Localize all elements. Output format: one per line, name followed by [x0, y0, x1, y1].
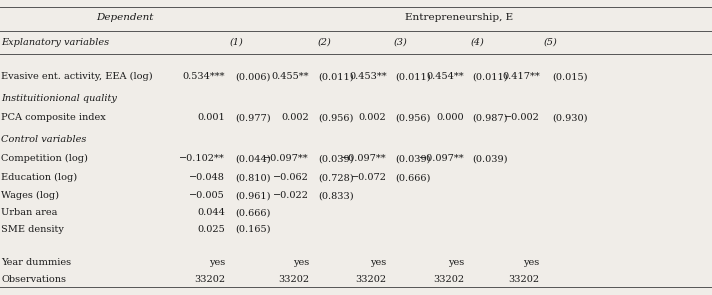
Text: Education (log): Education (log) [1, 173, 78, 182]
Text: −0.097**: −0.097** [419, 154, 464, 163]
Text: Observations: Observations [1, 275, 66, 284]
Text: 33202: 33202 [433, 275, 464, 284]
Text: (0.930): (0.930) [552, 114, 587, 122]
Text: (0.011): (0.011) [318, 72, 354, 81]
Text: (0.810): (0.810) [235, 173, 271, 182]
Text: (0.956): (0.956) [395, 114, 431, 122]
Text: SME density: SME density [1, 225, 64, 234]
Text: 0.453**: 0.453** [349, 72, 387, 81]
Text: 33202: 33202 [194, 275, 225, 284]
Text: Year dummies: Year dummies [1, 258, 71, 267]
Text: (5): (5) [543, 38, 557, 47]
Text: −0.097**: −0.097** [263, 154, 309, 163]
Text: yes: yes [523, 258, 540, 267]
Text: 0.002: 0.002 [281, 114, 309, 122]
Text: 0.417**: 0.417** [502, 72, 540, 81]
Text: 33202: 33202 [278, 275, 309, 284]
Text: (1): (1) [229, 38, 244, 47]
Text: (0.666): (0.666) [235, 209, 271, 217]
Text: 0.454**: 0.454** [426, 72, 464, 81]
Text: yes: yes [209, 258, 225, 267]
Text: 0.025: 0.025 [197, 225, 225, 234]
Text: Instituitionional quality: Instituitionional quality [1, 94, 117, 103]
Text: Control variables: Control variables [1, 135, 87, 144]
Text: (0.961): (0.961) [235, 191, 271, 200]
Text: Explanatory variables: Explanatory variables [1, 38, 110, 47]
Text: (0.977): (0.977) [235, 114, 271, 122]
Text: (0.728): (0.728) [318, 173, 354, 182]
Text: (0.044): (0.044) [235, 154, 271, 163]
Text: 0.000: 0.000 [436, 114, 464, 122]
Text: (0.039): (0.039) [472, 154, 508, 163]
Text: 0.044: 0.044 [197, 209, 225, 217]
Text: −0.022: −0.022 [273, 191, 309, 200]
Text: −0.097**: −0.097** [341, 154, 387, 163]
Text: Entrepreneurship, E: Entrepreneurship, E [405, 13, 513, 22]
Text: 33202: 33202 [508, 275, 540, 284]
Text: (0.006): (0.006) [235, 72, 271, 81]
Text: −0.002: −0.002 [504, 114, 540, 122]
Text: (0.011): (0.011) [395, 72, 431, 81]
Text: 0.002: 0.002 [359, 114, 387, 122]
Text: Urban area: Urban area [1, 209, 58, 217]
Text: −0.005: −0.005 [189, 191, 225, 200]
Text: yes: yes [293, 258, 309, 267]
Text: (0.987): (0.987) [472, 114, 508, 122]
Text: (0.039): (0.039) [395, 154, 431, 163]
Text: (2): (2) [317, 38, 331, 47]
Text: Evasive ent. activity, EEA (log): Evasive ent. activity, EEA (log) [1, 72, 153, 81]
Text: −0.102**: −0.102** [179, 154, 225, 163]
Text: yes: yes [370, 258, 387, 267]
Text: −0.072: −0.072 [350, 173, 387, 182]
Text: (0.165): (0.165) [235, 225, 271, 234]
Text: (0.015): (0.015) [552, 72, 587, 81]
Text: (0.833): (0.833) [318, 191, 354, 200]
Text: (0.666): (0.666) [395, 173, 431, 182]
Text: (4): (4) [470, 38, 484, 47]
Text: 0.001: 0.001 [197, 114, 225, 122]
Text: PCA composite index: PCA composite index [1, 114, 106, 122]
Text: 0.534***: 0.534*** [182, 72, 225, 81]
Text: yes: yes [448, 258, 464, 267]
Text: Dependent: Dependent [96, 13, 153, 22]
Text: −0.048: −0.048 [189, 173, 225, 182]
Text: Competition (log): Competition (log) [1, 154, 88, 163]
Text: (0.956): (0.956) [318, 114, 354, 122]
Text: (3): (3) [393, 38, 407, 47]
Text: 33202: 33202 [355, 275, 387, 284]
Text: −0.062: −0.062 [273, 173, 309, 182]
Text: 0.455**: 0.455** [271, 72, 309, 81]
Text: Wages (log): Wages (log) [1, 191, 59, 200]
Text: (0.011): (0.011) [472, 72, 508, 81]
Text: (0.039): (0.039) [318, 154, 354, 163]
